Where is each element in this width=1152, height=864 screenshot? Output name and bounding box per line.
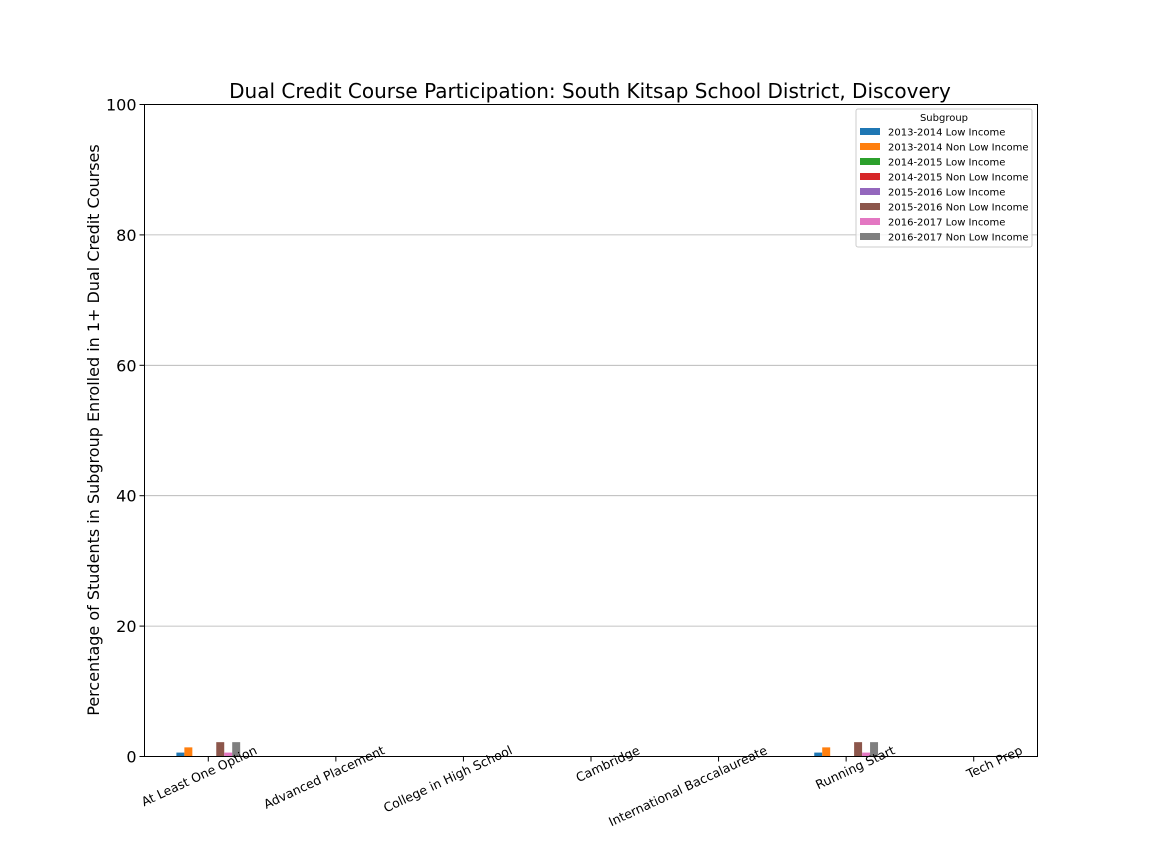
bar [216,742,225,757]
y-axis: 0 20 40 60 80 100 [106,96,145,767]
x-tick-label: Cambridge [573,742,642,785]
legend-swatch [860,143,880,150]
bar-group [176,742,879,757]
bar [822,747,831,757]
bar [176,752,185,757]
x-tick-label: Advanced Placement [261,742,387,811]
bar [232,742,241,757]
legend-swatch [860,218,880,225]
x-tick-label: College in High School [381,742,514,815]
legend-title: Subgroup [920,113,968,124]
y-tick-label: 80 [116,226,136,245]
legend-swatch [860,173,880,180]
legend-swatch [860,233,880,240]
legend-entry-label: 2016-2017 Low Income [888,218,1005,229]
bar [862,752,871,757]
legend-entry-label: 2015-2016 Low Income [888,188,1005,199]
legend-entry-label: 2013-2014 Non Low Income [888,143,1028,154]
legend-frame [855,108,1033,248]
legend: Subgroup 2013-2014 Low Income 2013-2014 N… [855,108,1033,248]
y-tick-label: 20 [116,617,136,636]
bar [224,752,233,757]
legend-entry-label: 2015-2016 Non Low Income [888,203,1028,214]
bar [814,752,823,757]
y-tick-label: 60 [116,356,136,375]
y-tick-label: 100 [106,96,137,115]
y-axis-label: Percentage of Students in Subgroup Enrol… [84,144,103,715]
y-tick-label: 0 [126,748,136,767]
legend-swatch [860,158,880,165]
legend-entry-label: 2016-2017 Non Low Income [888,233,1028,244]
x-tick-label: Tech Prep [963,742,1024,781]
legend-items: 2013-2014 Low Income 2013-2014 Non Low In… [860,128,1028,244]
bar [870,742,879,757]
y-tick-label: 40 [116,487,136,506]
bar [184,747,193,757]
x-tick-label: At Least One Option [139,742,259,809]
legend-entry-label: 2014-2015 Low Income [888,158,1005,169]
legend-swatch [860,188,880,195]
bar [854,742,863,757]
legend-entry-label: 2013-2014 Low Income [888,128,1005,139]
legend-swatch [860,128,880,135]
chart-title: Dual Credit Course Participation: South … [229,79,951,103]
x-axis: At Least One Option Advanced PlacementCol… [139,742,1025,829]
legend-swatch [860,203,880,210]
gridlines [144,234,1038,627]
legend-entry-label: 2014-2015 Non Low Income [888,173,1028,184]
